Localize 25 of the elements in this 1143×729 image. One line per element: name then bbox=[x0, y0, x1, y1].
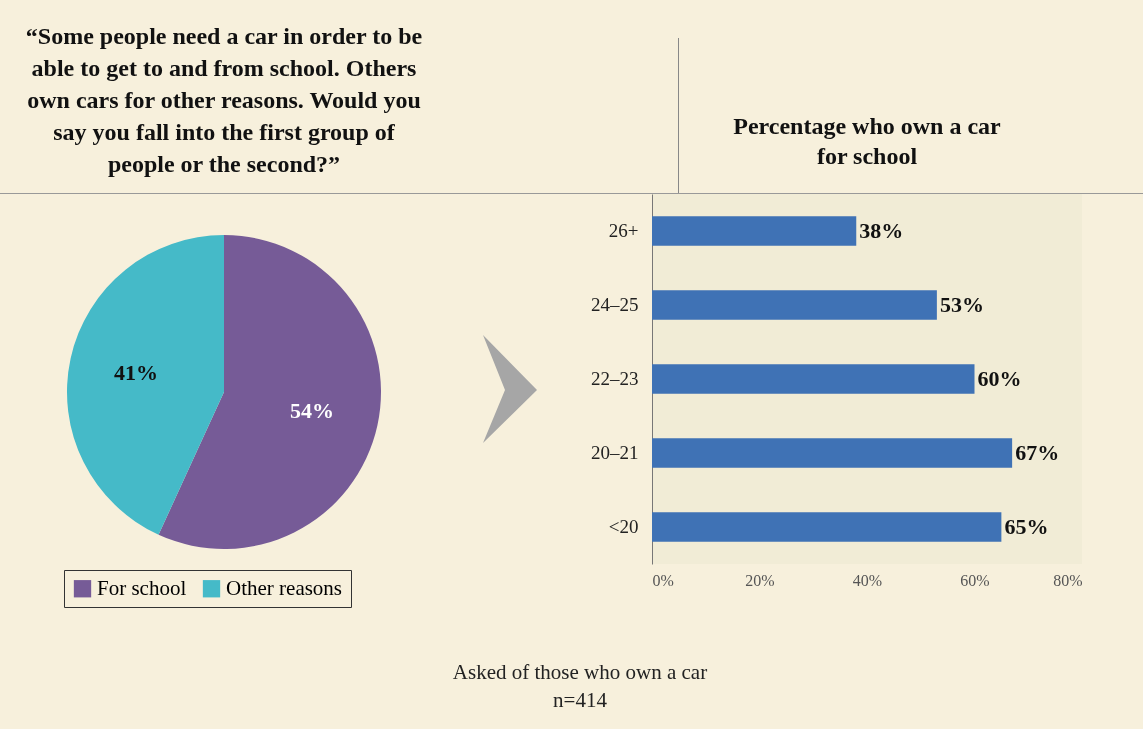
text: n=414 bbox=[552, 687, 608, 714]
x-tick-label: 0% bbox=[652, 571, 674, 589]
y-tick-label: 24–25 bbox=[591, 294, 639, 315]
chart-title: “Some people need a car in order to be able to get to and from school. Others own cars for other reasons. Would you say you fall into the first group of people or the second?” bbox=[25, 23, 423, 177]
x-tick-label: 20% bbox=[745, 571, 775, 589]
y-tick-label: 20–21 bbox=[591, 442, 639, 463]
y-tick-label: 26+ bbox=[608, 220, 639, 241]
data-label: 60% bbox=[977, 366, 1022, 391]
y-tick-label: 22–23 bbox=[591, 368, 639, 389]
data-label: 67% bbox=[1015, 440, 1060, 465]
text: Asked of those who own a car bbox=[451, 659, 709, 686]
data-label: 54% bbox=[289, 398, 334, 424]
data-label: 53% bbox=[939, 292, 984, 317]
data-label: 65% bbox=[1004, 514, 1049, 539]
data-label: 41% bbox=[114, 359, 159, 385]
legend-label: Other reasons bbox=[226, 575, 343, 600]
x-tick-label: 60% bbox=[960, 571, 990, 589]
pie-slice bbox=[158, 235, 381, 549]
chart-title: Percentage who own a car for school bbox=[733, 113, 1002, 169]
legend-label: For school bbox=[97, 575, 187, 600]
data-label: 38% bbox=[859, 218, 904, 243]
y-tick-label: <20 bbox=[608, 516, 639, 537]
x-tick-label: 80% bbox=[1053, 571, 1083, 589]
x-tick-label: 40% bbox=[852, 571, 883, 589]
pie-slice bbox=[67, 235, 224, 535]
